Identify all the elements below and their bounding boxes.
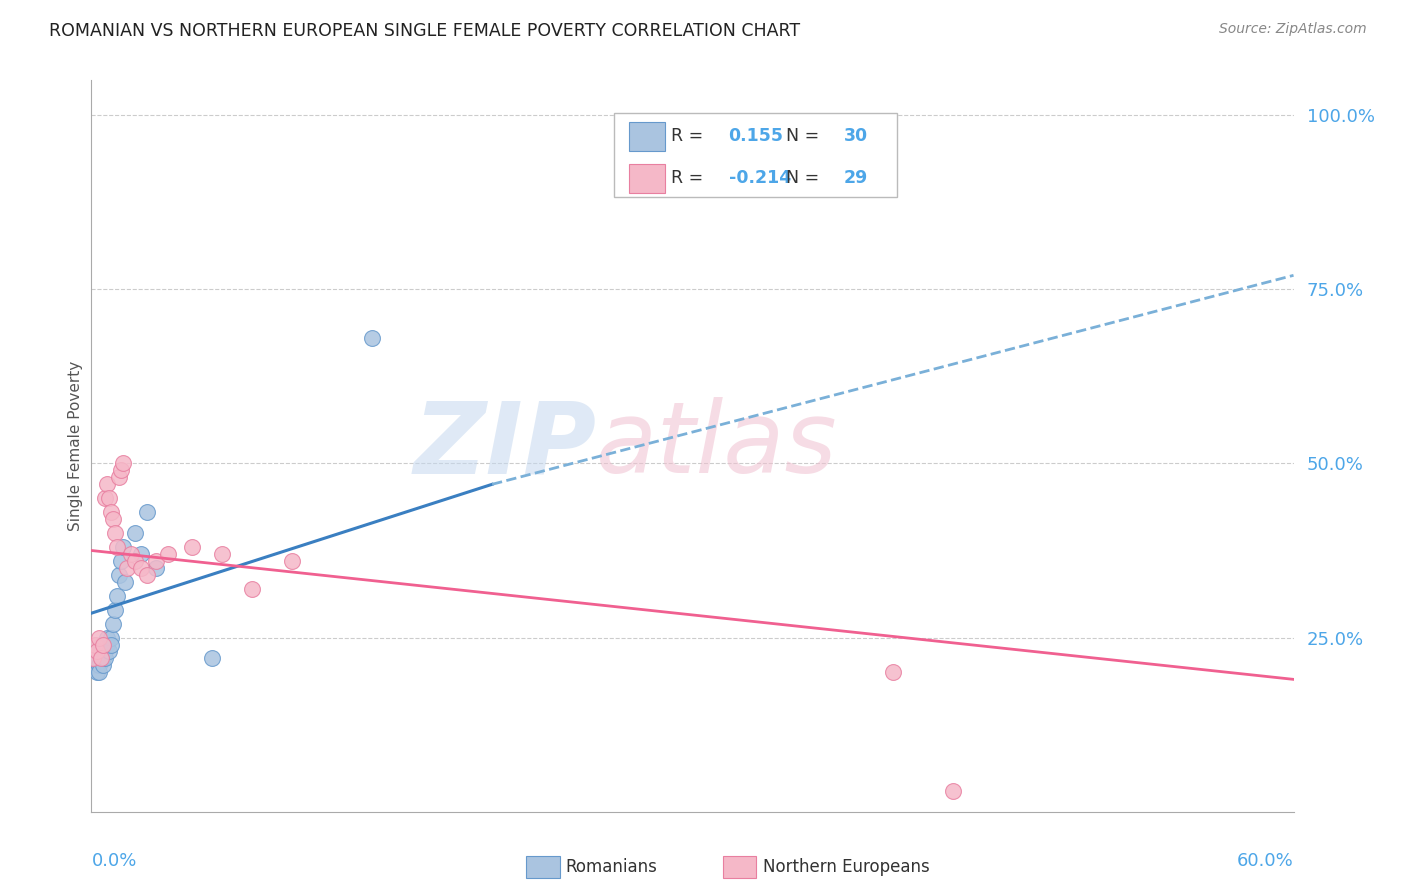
- Point: [104, 526, 127, 541]
- Text: Romanians: Romanians: [565, 858, 657, 876]
- Point: [86, 665, 108, 680]
- Text: 0.155: 0.155: [728, 128, 783, 145]
- Point: [93, 658, 115, 673]
- Point: [100, 505, 122, 519]
- Point: [108, 470, 131, 484]
- Point: [110, 463, 132, 477]
- FancyBboxPatch shape: [628, 122, 665, 151]
- Point: [201, 651, 224, 665]
- Text: 0.0%: 0.0%: [91, 852, 136, 870]
- Text: R =: R =: [671, 128, 709, 145]
- Point: [100, 631, 122, 645]
- Point: [93, 651, 115, 665]
- Point: [131, 547, 153, 561]
- Point: [94, 644, 117, 658]
- Point: [98, 491, 121, 506]
- Point: [131, 561, 153, 575]
- Text: Northern Europeans: Northern Europeans: [763, 858, 931, 876]
- Text: 30: 30: [844, 128, 868, 145]
- Point: [90, 651, 112, 665]
- Point: [211, 547, 233, 561]
- Point: [103, 512, 125, 526]
- Point: [112, 457, 135, 471]
- Text: R =: R =: [671, 169, 709, 187]
- Point: [121, 547, 143, 561]
- Point: [107, 540, 129, 554]
- Text: 60.0%: 60.0%: [1237, 852, 1294, 870]
- Text: 29: 29: [844, 169, 868, 187]
- Point: [136, 567, 159, 582]
- Text: N =: N =: [786, 169, 825, 187]
- Point: [124, 526, 146, 541]
- Point: [360, 331, 382, 345]
- Point: [156, 547, 179, 561]
- Point: [94, 491, 117, 506]
- Point: [110, 554, 132, 568]
- Point: [882, 665, 904, 680]
- Text: atlas: atlas: [596, 398, 838, 494]
- Y-axis label: Single Female Poverty: Single Female Poverty: [67, 361, 83, 531]
- Point: [89, 665, 111, 680]
- Point: [107, 589, 129, 603]
- Point: [89, 631, 111, 645]
- Point: [136, 505, 159, 519]
- Point: [100, 638, 122, 652]
- Point: [93, 638, 115, 652]
- Point: [108, 567, 131, 582]
- Point: [281, 554, 304, 568]
- Point: [103, 616, 125, 631]
- Point: [90, 651, 112, 665]
- Text: N =: N =: [786, 128, 825, 145]
- Point: [94, 651, 117, 665]
- Point: [104, 603, 127, 617]
- Point: [112, 540, 135, 554]
- Text: -0.214: -0.214: [728, 169, 790, 187]
- Point: [180, 540, 202, 554]
- FancyBboxPatch shape: [614, 113, 897, 197]
- Text: ROMANIAN VS NORTHERN EUROPEAN SINGLE FEMALE POVERTY CORRELATION CHART: ROMANIAN VS NORTHERN EUROPEAN SINGLE FEM…: [49, 22, 800, 40]
- Point: [240, 582, 263, 596]
- Point: [82, 658, 104, 673]
- Point: [145, 561, 167, 575]
- Point: [84, 638, 107, 652]
- Point: [84, 651, 107, 665]
- Text: Source: ZipAtlas.com: Source: ZipAtlas.com: [1219, 22, 1367, 37]
- Text: ZIP: ZIP: [413, 398, 596, 494]
- Point: [117, 561, 139, 575]
- Point: [145, 554, 167, 568]
- Point: [89, 658, 111, 673]
- Point: [96, 631, 118, 645]
- FancyBboxPatch shape: [628, 164, 665, 193]
- Point: [86, 644, 108, 658]
- Point: [86, 644, 108, 658]
- Point: [942, 784, 965, 798]
- Point: [96, 638, 118, 652]
- Point: [124, 554, 146, 568]
- Point: [96, 477, 118, 491]
- Point: [90, 638, 112, 652]
- Point: [114, 574, 136, 589]
- Point: [98, 644, 121, 658]
- Point: [82, 651, 104, 665]
